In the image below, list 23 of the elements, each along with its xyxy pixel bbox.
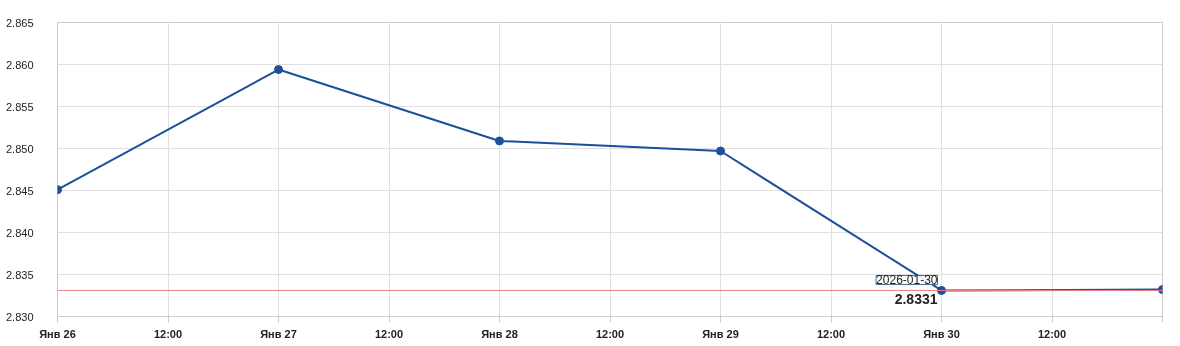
annotation: 2.8331 — [894, 291, 938, 308]
point — [716, 146, 725, 156]
x-tick-label: Янв 27 — [260, 327, 297, 340]
y-tick-label: 2.860 — [5, 58, 34, 71]
x-tick-label: 12:00 — [595, 327, 625, 340]
y-tick-label: 2.830 — [5, 310, 34, 323]
point — [495, 136, 504, 146]
point — [274, 65, 283, 75]
y-tick-label: 2.845 — [5, 184, 34, 197]
annotation: 2026-01-30 — [876, 273, 938, 288]
x-tick-label: Янв 29 — [702, 327, 739, 340]
x-tick-label: Янв 30 — [923, 327, 960, 340]
y-tick-label: 2.850 — [5, 142, 34, 155]
y-tick-label: 2.865 — [5, 16, 34, 29]
y-tick-label: 2.835 — [5, 268, 34, 281]
x-tick-label: Янв 26 — [39, 327, 76, 340]
x-tick-label: 12:00 — [153, 327, 183, 340]
y-tick-label: 2.855 — [5, 100, 34, 113]
y-tick-label: 2.840 — [5, 226, 34, 239]
x-tick-label: 12:00 — [816, 327, 846, 340]
x-tick-label: Янв 28 — [481, 327, 518, 340]
x-tick-label: 12:00 — [374, 327, 404, 340]
x-tick-label: 12:00 — [1037, 327, 1067, 340]
